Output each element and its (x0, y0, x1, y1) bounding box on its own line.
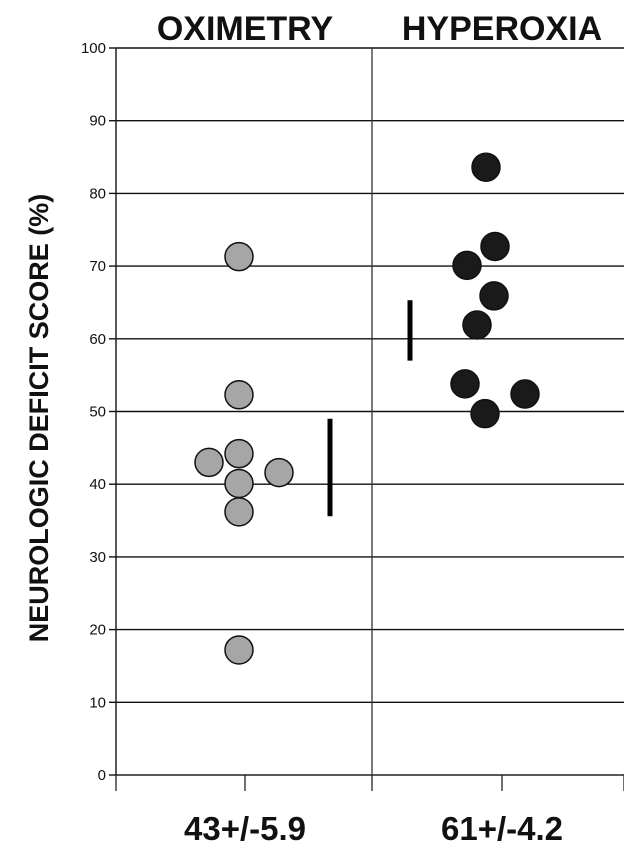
data-point-hyperoxia (510, 379, 540, 409)
y-tick-label: 70 (89, 258, 106, 275)
y-tick-label: 80 (89, 185, 106, 202)
sem-bars (327, 300, 413, 517)
y-ticks: 0 10 20 30 40 50 60 70 80 90 100 (81, 40, 116, 784)
data-point-oximetry (264, 457, 294, 488)
data-point-hyperoxia (471, 152, 501, 182)
data-point-oximetry (224, 497, 254, 527)
y-tick-label: 90 (89, 113, 106, 130)
data-point-oximetry (194, 447, 224, 478)
data-point-hyperoxia (452, 250, 482, 281)
y-tick-label: 40 (89, 476, 106, 493)
data-point-hyperoxia (470, 398, 500, 429)
data-point-hyperoxia (462, 310, 492, 340)
data-point-oximetry (224, 635, 254, 665)
group-title-hyperoxia: HYPEROXIA (402, 10, 602, 48)
group-summary-hyperoxia: 61+/-4.2 (441, 810, 563, 847)
y-tick-label: 0 (98, 767, 106, 784)
group-title-oximetry: OXIMETRY (157, 10, 334, 48)
data-point-oximetry (224, 241, 254, 272)
y-tick-label: 20 (89, 622, 106, 639)
data-point-oximetry (224, 438, 254, 469)
x-ticks (115, 775, 624, 791)
gridlines (116, 47, 624, 703)
data-point-hyperoxia (479, 281, 509, 311)
y-axis-label: NEUROLOGIC DEFICIT SCORE (%) (24, 194, 54, 643)
data-point-oximetry (224, 380, 254, 410)
data-point-hyperoxia (480, 231, 510, 262)
y-tick-label: 100 (81, 40, 106, 57)
data-point-hyperoxia (450, 369, 480, 399)
data-points (194, 152, 540, 665)
y-tick-label: 10 (89, 694, 106, 711)
y-tick-label: 30 (89, 549, 106, 566)
y-tick-label: 60 (89, 331, 106, 348)
y-tick-label: 50 (89, 404, 106, 421)
data-point-oximetry (224, 468, 254, 499)
group-summary-oximetry: 43+/-5.9 (184, 810, 306, 847)
